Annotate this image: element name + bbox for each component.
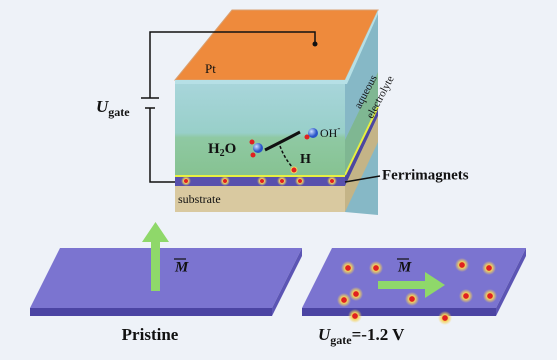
label-part: =-1.2 V (352, 325, 406, 344)
diagram: Pt aqueous electrolyte Ugate H2O OH- H F… (0, 0, 557, 360)
pristine-label: Pristine (122, 325, 179, 344)
atom (250, 140, 255, 145)
slab-front (302, 308, 496, 316)
hydroxide-label: OH- (320, 123, 340, 140)
label-part: OH (320, 126, 338, 140)
atom (251, 153, 256, 158)
ferrimagnets-label: Ferrimagnets (382, 167, 469, 183)
magnetization-label: M (397, 259, 412, 275)
substrate-label: substrate (178, 192, 221, 206)
hydrogen-label: H (300, 152, 311, 167)
slab-front (30, 308, 272, 316)
label-part: O (225, 141, 237, 157)
label-part: gate (108, 105, 130, 119)
atom (253, 143, 263, 153)
slab-top (30, 248, 302, 308)
pt-label: Pt (205, 61, 216, 76)
label-part: U (96, 97, 109, 116)
atom (291, 167, 297, 173)
contact (313, 42, 318, 47)
atom (305, 135, 310, 140)
label-part: gate (330, 333, 352, 347)
label-part: - (337, 123, 340, 133)
page: Pt aqueous electrolyte Ugate H2O OH- H F… (0, 0, 557, 360)
label-part: U (318, 325, 331, 344)
atom (308, 128, 318, 138)
label-part: H (208, 141, 220, 157)
magnetization-label: M (174, 259, 189, 275)
